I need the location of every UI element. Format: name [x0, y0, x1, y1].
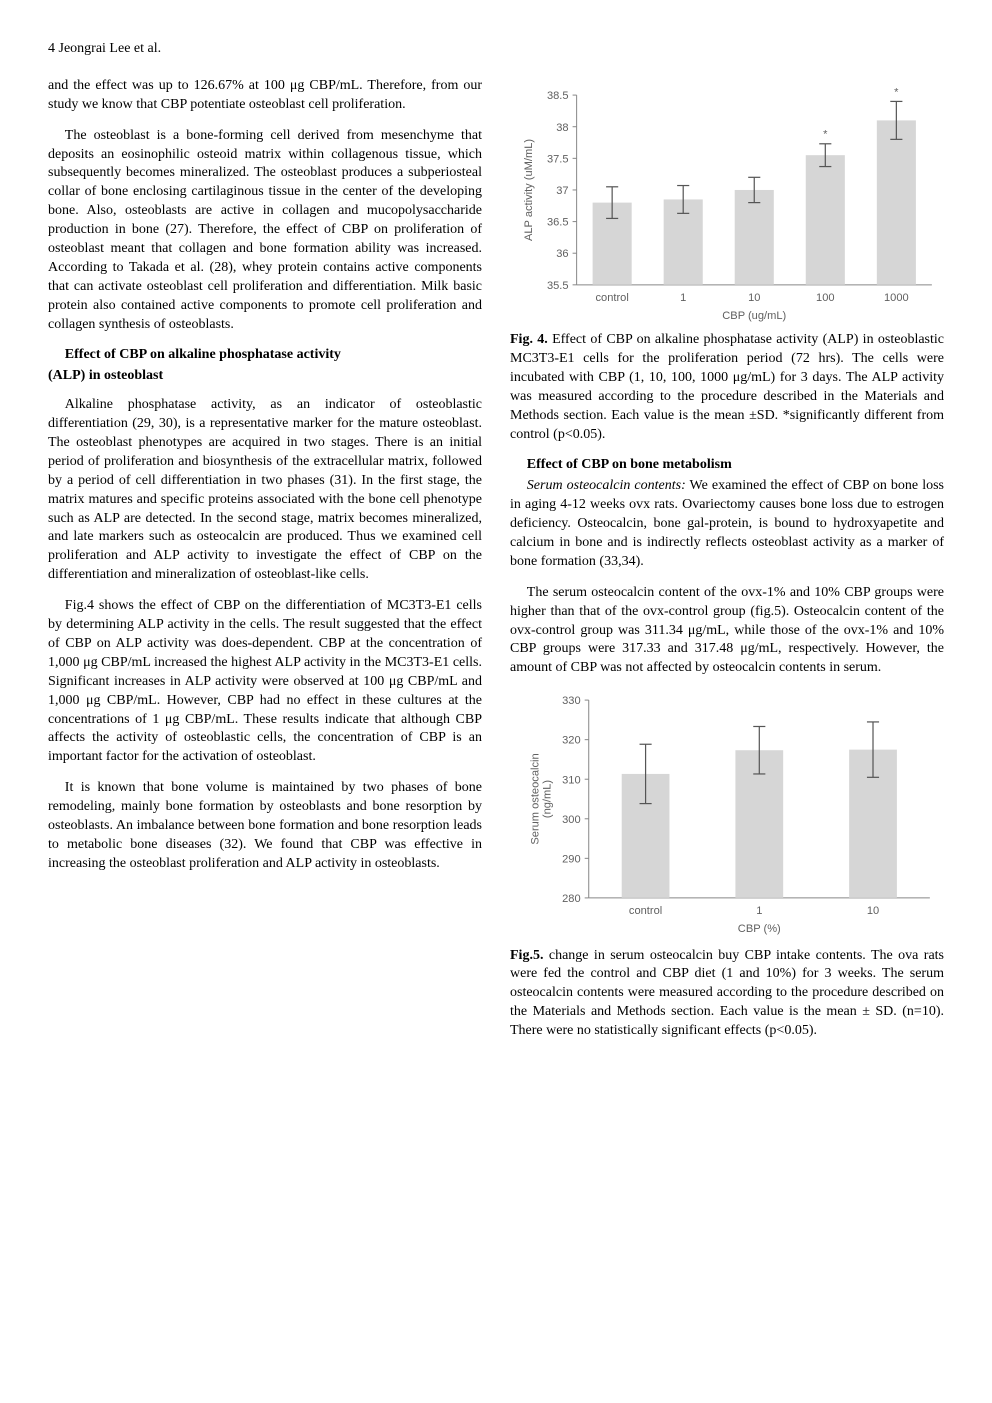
svg-text:10: 10 — [748, 292, 760, 304]
paragraph: and the effect was up to 126.67% at 100 … — [48, 77, 482, 115]
svg-text:CBP (ug/mL): CBP (ug/mL) — [722, 310, 786, 322]
run-in-lead: Serum osteocalcin contents: — [527, 478, 686, 493]
svg-text:10: 10 — [867, 905, 879, 917]
two-column-layout: and the effect was up to 126.67% at 100 … — [48, 77, 944, 1053]
fig5-caption: Fig.5. change in serum osteocalcin buy C… — [510, 947, 944, 1041]
svg-text:300: 300 — [562, 814, 581, 826]
svg-text:36.5: 36.5 — [547, 217, 569, 229]
svg-text:*: * — [823, 129, 828, 141]
svg-text:1: 1 — [680, 292, 686, 304]
paragraph: The serum osteocalcin content of the ovx… — [510, 584, 944, 678]
fig5-caption-text: change in serum osteocalcin buy CBP inta… — [510, 948, 944, 1039]
svg-text:100: 100 — [816, 292, 835, 304]
left-column: and the effect was up to 126.67% at 100 … — [48, 77, 482, 1053]
fig4-chart-svg: 35.5 36 36.5 37 37.5 38 38.5 control 1 10 * 100 * 100… — [510, 85, 944, 327]
paragraph: The osteoblast is a bone-forming cell de… — [48, 127, 482, 335]
section-heading-line2: (ALP) in osteoblast — [48, 367, 482, 386]
svg-text:38.5: 38.5 — [547, 90, 569, 102]
section-heading: Effect of CBP on bone metabolism — [510, 456, 944, 475]
svg-text:280: 280 — [562, 893, 581, 905]
fig5-caption-label: Fig.5. — [510, 948, 543, 963]
svg-text:1000: 1000 — [884, 292, 909, 304]
svg-text:37.5: 37.5 — [547, 153, 569, 165]
page-header: 4 Jeongrai Lee et al. — [48, 40, 944, 59]
section-heading: Effect of CBP on alkaline phosphatase ac… — [48, 346, 482, 365]
fig4-caption-label: Fig. 4. — [510, 332, 548, 347]
figure-5: 280290300310320330control110Serum osteoc… — [510, 690, 944, 1041]
svg-text:36: 36 — [556, 248, 568, 260]
page-number-author: 4 Jeongrai Lee et al. — [48, 41, 161, 56]
figure-4: 35.5 36 36.5 37 37.5 38 38.5 control 1 10 * 100 * 100… — [510, 85, 944, 445]
fig4-caption-text: Effect of CBP on alkaline phosphatase ac… — [510, 332, 944, 441]
svg-text:37: 37 — [556, 185, 568, 197]
fig5-chart-svg: 280290300310320330control110Serum osteoc… — [510, 690, 944, 942]
svg-text:38: 38 — [556, 122, 568, 134]
svg-text:290: 290 — [562, 854, 581, 866]
svg-text:310: 310 — [562, 775, 581, 787]
svg-text:330: 330 — [562, 695, 581, 707]
svg-text:320: 320 — [562, 735, 581, 747]
svg-text:35.5: 35.5 — [547, 280, 569, 292]
svg-text:CBP (%): CBP (%) — [738, 923, 781, 935]
svg-text:1: 1 — [756, 905, 762, 917]
paragraph: Serum osteocalcin contents: We examined … — [510, 477, 944, 571]
fig4-caption: Fig. 4. Effect of CBP on alkaline phosph… — [510, 331, 944, 444]
paragraph: It is known that bone volume is maintain… — [48, 779, 482, 873]
paragraph: Alkaline phosphatase activity, as an ind… — [48, 396, 482, 585]
svg-text:control: control — [595, 292, 628, 304]
svg-text:*: * — [894, 86, 899, 98]
right-column: 35.5 36 36.5 37 37.5 38 38.5 control 1 10 * 100 * 100… — [510, 77, 944, 1053]
svg-text:ALP activity (uM/mL): ALP activity (uM/mL) — [523, 139, 535, 241]
paragraph: Fig.4 shows the effect of CBP on the dif… — [48, 597, 482, 767]
svg-text:control: control — [629, 905, 662, 917]
